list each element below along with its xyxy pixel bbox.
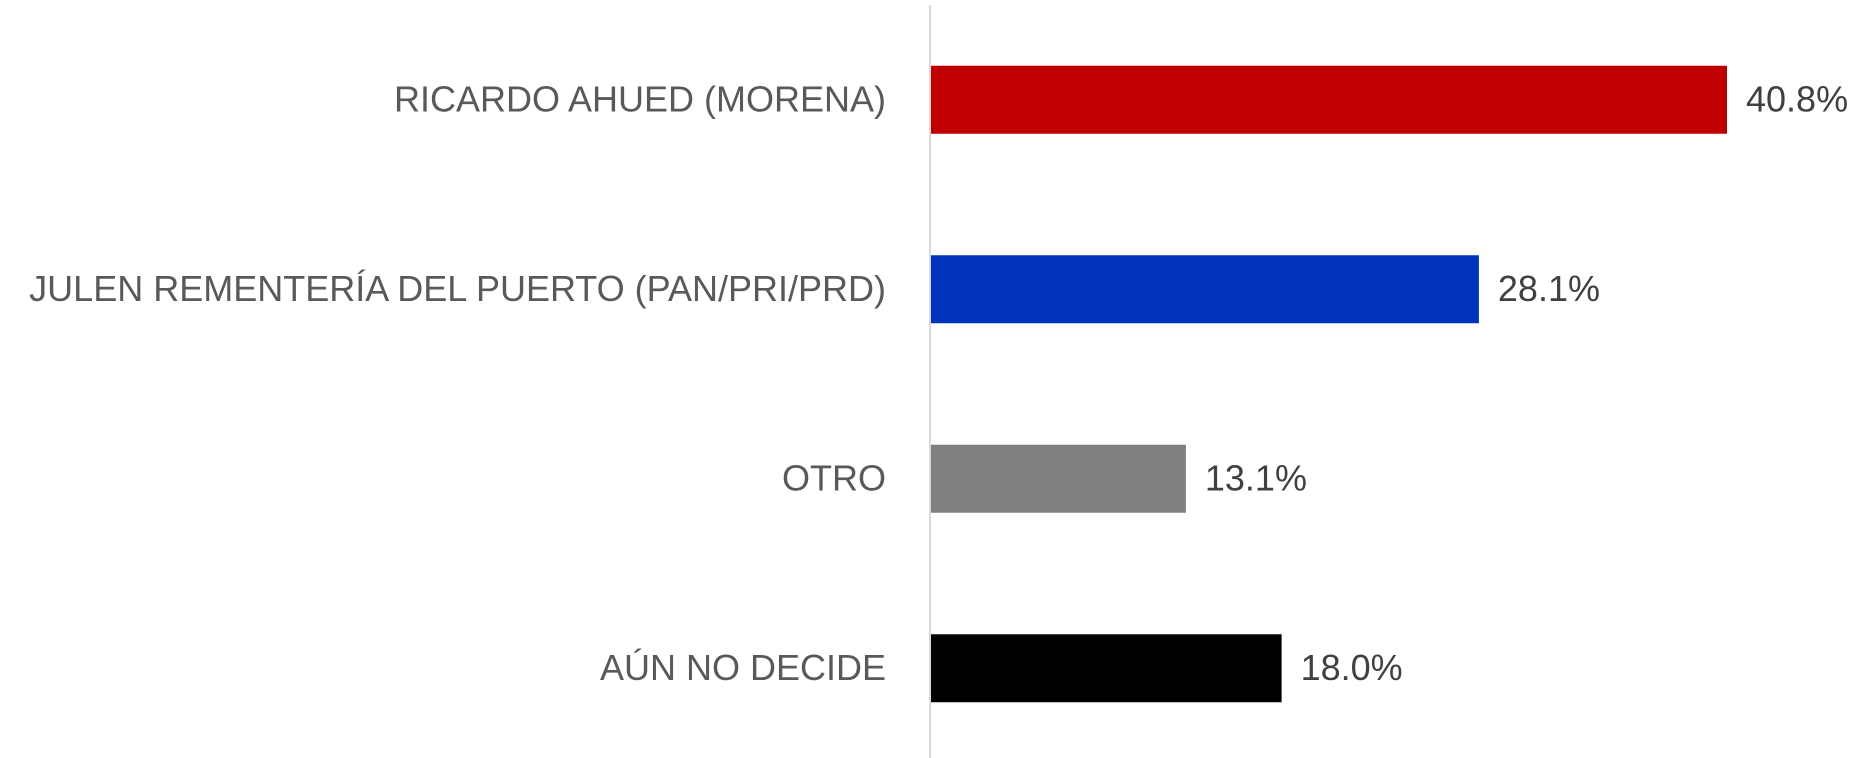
category-label: JULEN REMENTERÍA DEL PUERTO (PAN/PRI/PRD… <box>29 268 886 309</box>
bar <box>930 634 1282 703</box>
value-label: 13.1% <box>1205 457 1307 498</box>
value-label: 18.0% <box>1301 647 1403 688</box>
category-label: AÚN NO DECIDE <box>600 647 886 688</box>
category-label: RICARDO AHUED (MORENA) <box>394 78 886 119</box>
bar <box>930 444 1186 513</box>
category-label: OTRO <box>782 457 886 498</box>
bar <box>930 255 1479 324</box>
bar <box>930 65 1727 134</box>
value-label: 28.1% <box>1498 268 1600 309</box>
value-label: 40.8% <box>1746 78 1848 119</box>
